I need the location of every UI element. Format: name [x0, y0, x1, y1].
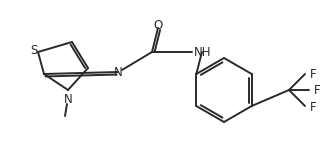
- Text: F: F: [310, 68, 317, 80]
- Text: F: F: [314, 84, 321, 96]
- Text: F: F: [310, 100, 317, 113]
- Text: S: S: [30, 44, 38, 56]
- Text: N: N: [114, 65, 123, 79]
- Text: N: N: [64, 92, 72, 105]
- Text: O: O: [153, 19, 163, 32]
- Text: NH: NH: [194, 45, 211, 59]
